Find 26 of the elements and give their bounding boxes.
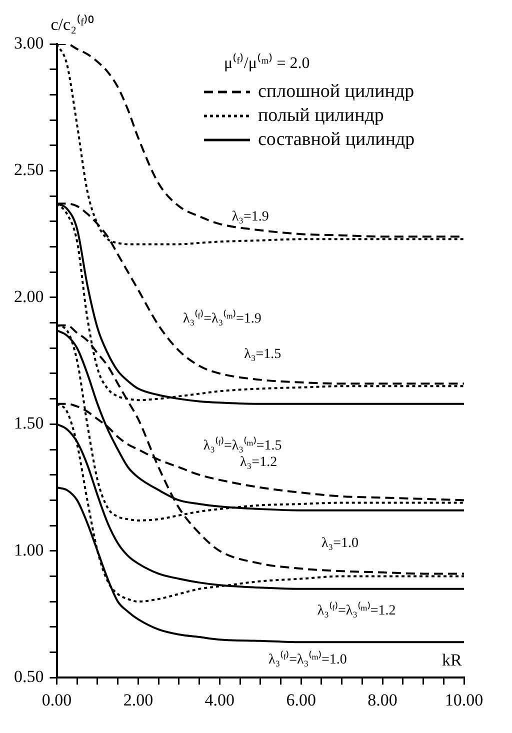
annotation: λ₃⁽ᶠ⁾=λ₃⁽ᵐ⁾=1.2	[317, 602, 396, 619]
annotation: λ₃⁽ᶠ⁾=λ₃⁽ᵐ⁾=1.0	[268, 650, 347, 668]
x-tick-label: 6.00	[286, 690, 316, 710]
annotation: λ₃⁽ᶠ⁾=λ₃⁽ᵐ⁾=1.5	[203, 436, 282, 454]
y-axis-title: c/c₂⁽ᶠ⁾⁰	[50, 14, 94, 34]
annotation: λ₃=1.9	[232, 210, 269, 225]
legend-label: составной цилиндр	[258, 128, 415, 150]
x-tick-label: 8.00	[368, 690, 398, 710]
annotation: λ₃=1.5	[244, 347, 282, 362]
legend-label: сплошной цилиндр	[258, 80, 414, 102]
x-tick-label: 10.00	[444, 690, 484, 710]
legend-title: μ⁽ᶠ⁾/μ⁽ᵐ⁾ = 2.0	[224, 53, 310, 72]
x-tick-label: 4.00	[204, 690, 235, 710]
x-tick-label: 2.00	[123, 690, 154, 710]
x-tick-label: 0.00	[42, 690, 72, 710]
y-tick-label: 2.00	[14, 286, 44, 306]
y-tick-label: 1.50	[14, 414, 44, 433]
y-tick-label: 3.00	[14, 33, 44, 52]
y-tick-label: 1.00	[14, 540, 44, 560]
legend-label: полый цилиндр	[258, 104, 384, 126]
annotation: λ₃=1.2	[240, 454, 278, 470]
annotation: λ₃=1.0	[321, 536, 359, 551]
y-tick-label: 0.50	[14, 667, 44, 686]
y-tick-label: 2.50	[14, 160, 44, 180]
annotation: λ₃⁽ᶠ⁾=λ₃⁽ᵐ⁾=1.9	[182, 310, 262, 327]
x-axis-title: kR	[442, 650, 462, 670]
